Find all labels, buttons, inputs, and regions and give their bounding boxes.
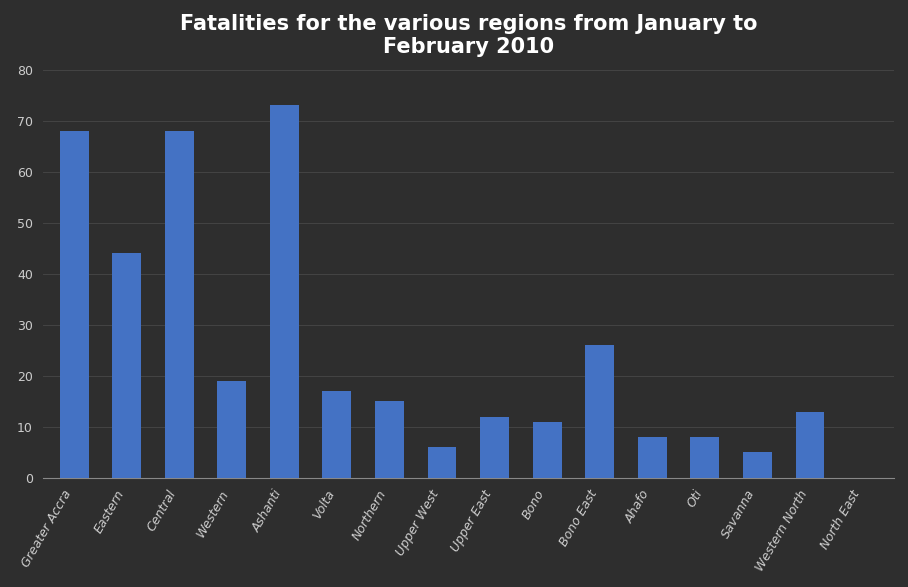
Bar (743, 453, 772, 478)
Bar (113, 254, 141, 478)
Bar (586, 345, 614, 478)
Bar (480, 417, 509, 478)
Bar (428, 447, 457, 478)
Bar (690, 437, 719, 478)
Bar (164, 131, 193, 478)
Bar (795, 411, 824, 478)
Bar (217, 381, 246, 478)
Bar (322, 391, 351, 478)
Bar (637, 437, 666, 478)
Bar (270, 106, 299, 478)
Title: Fatalities for the various regions from January to
February 2010: Fatalities for the various regions from … (180, 14, 757, 57)
Bar (533, 422, 562, 478)
Bar (375, 402, 404, 478)
Bar (60, 131, 88, 478)
